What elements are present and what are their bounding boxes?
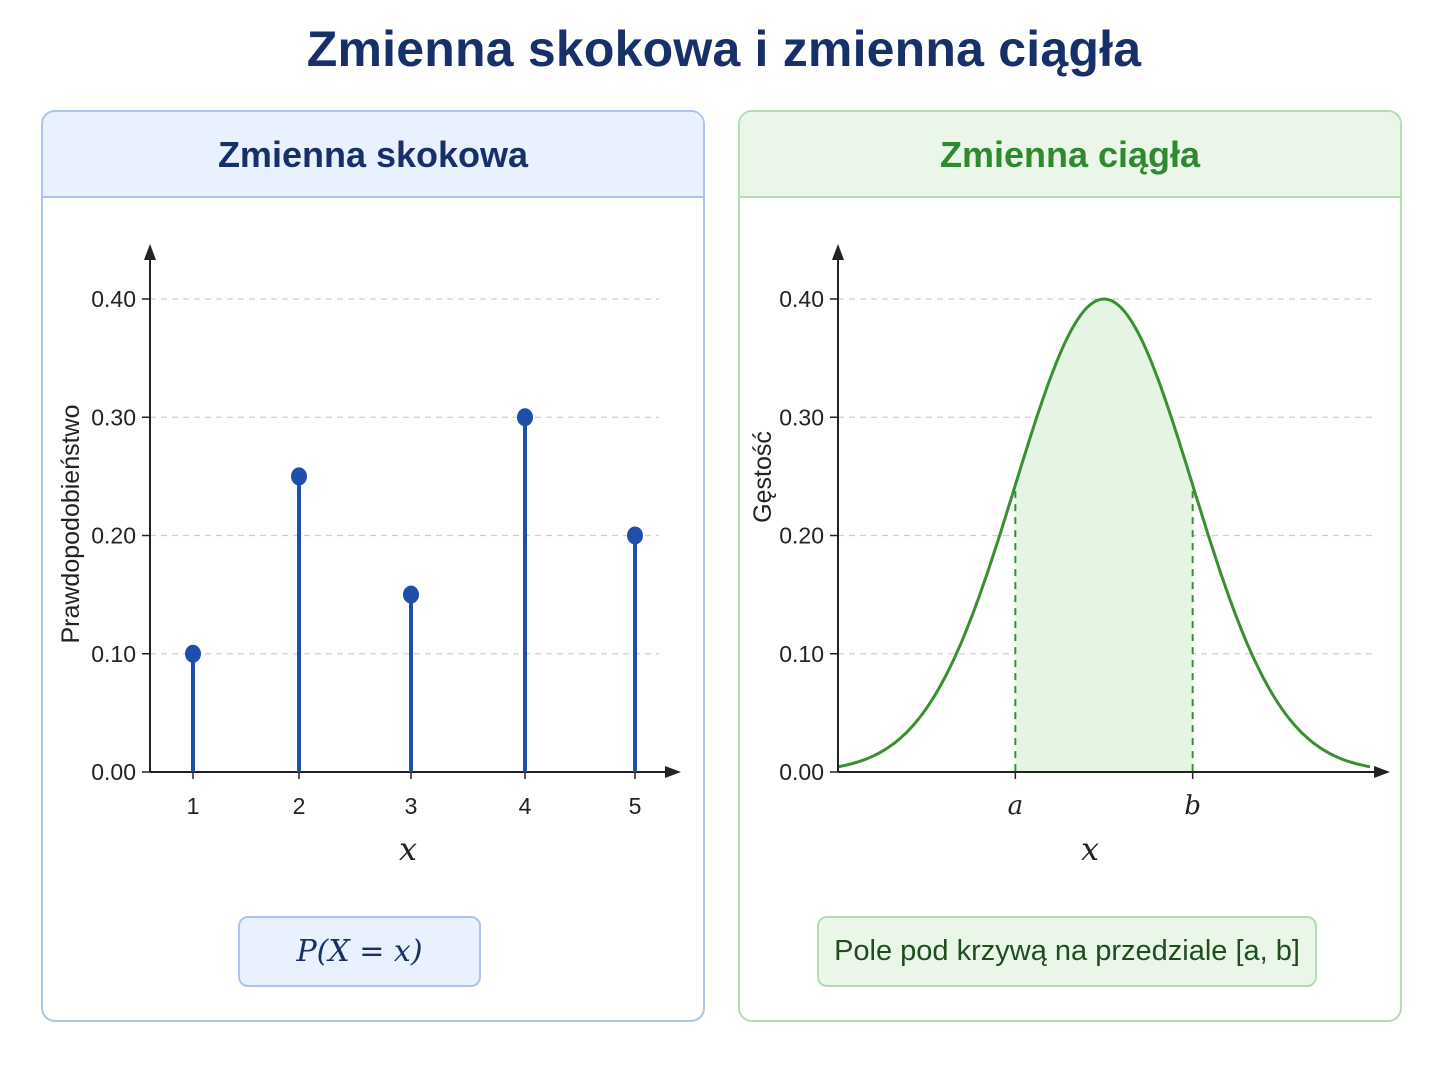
continuous-chart: 0.00 0.10 0.20 0.30 0.40 a b x Gęstość	[749, 244, 1390, 868]
discrete-chart: 0.00 0.10 0.20 0.30 0.40 1 2 3 4 5 x Prawdopodobień…	[57, 244, 681, 868]
discrete-y-tick-label: 0.30	[91, 404, 136, 430]
continuous-y-tick-label: 0.10	[779, 641, 824, 667]
discrete-x-tick-label: 5	[629, 793, 642, 819]
discrete-x-axis-arrow	[665, 766, 681, 778]
interval-label-b: b	[1184, 791, 1201, 821]
density-curve	[837, 297, 1371, 769]
continuous-y-axis-arrow	[832, 244, 844, 260]
stem-point	[627, 526, 643, 545]
discrete-y-tick-label: 0.20	[91, 523, 136, 549]
discrete-panel-header: Zmienna skokowa	[43, 112, 703, 198]
discrete-x-axis-title: x	[399, 830, 417, 868]
stem-point	[185, 644, 201, 663]
stem-point	[517, 408, 533, 427]
continuous-y-tick-label: 0.40	[779, 286, 824, 312]
continuous-y-tick-label: 0.30	[779, 404, 824, 430]
discrete-y-axis-arrow	[144, 244, 156, 260]
discrete-x-tick-label: 3	[405, 793, 418, 819]
discrete-x-tick-label: 2	[293, 793, 306, 819]
stem-point	[291, 467, 307, 486]
discrete-panel: Zmienna skokowa 0.00 0.10 0.20 0.30 0.40 1 2 3 4…	[41, 110, 705, 1022]
continuous-y-tick-label: 0.20	[779, 523, 824, 549]
discrete-y-tick-label: 0.00	[91, 759, 136, 785]
shaded-area	[1015, 299, 1193, 772]
continuous-x-axis-arrow	[1374, 766, 1390, 778]
continuous-panel: Zmienna ciągła 0.00 0.10 0.20 0.30 0.40 a b x Gę…	[738, 110, 1402, 1022]
discrete-y-axis-title: Prawdopodobieństwo	[57, 404, 85, 643]
discrete-y-tick-label: 0.40	[91, 286, 136, 312]
discrete-x-tick-label: 1	[187, 793, 200, 819]
stem-point	[403, 585, 419, 604]
page-title: Zmienna skokowa i zmienna ciągła	[306, 21, 1142, 77]
continuous-x-axis-title: x	[1081, 830, 1099, 868]
continuous-y-axis-title: Gęstość	[749, 431, 777, 523]
discrete-x-tick-label: 4	[519, 793, 532, 819]
continuous-panel-header: Zmienna ciągła	[740, 112, 1400, 198]
discrete-y-tick-label: 0.10	[91, 641, 136, 667]
interval-label-a: a	[1008, 791, 1024, 821]
discrete-formula: P(X = x)	[238, 916, 481, 987]
continuous-y-tick-label: 0.00	[779, 759, 824, 785]
continuous-formula: Pole pod krzywą na przedziale [a, b]	[817, 916, 1317, 987]
